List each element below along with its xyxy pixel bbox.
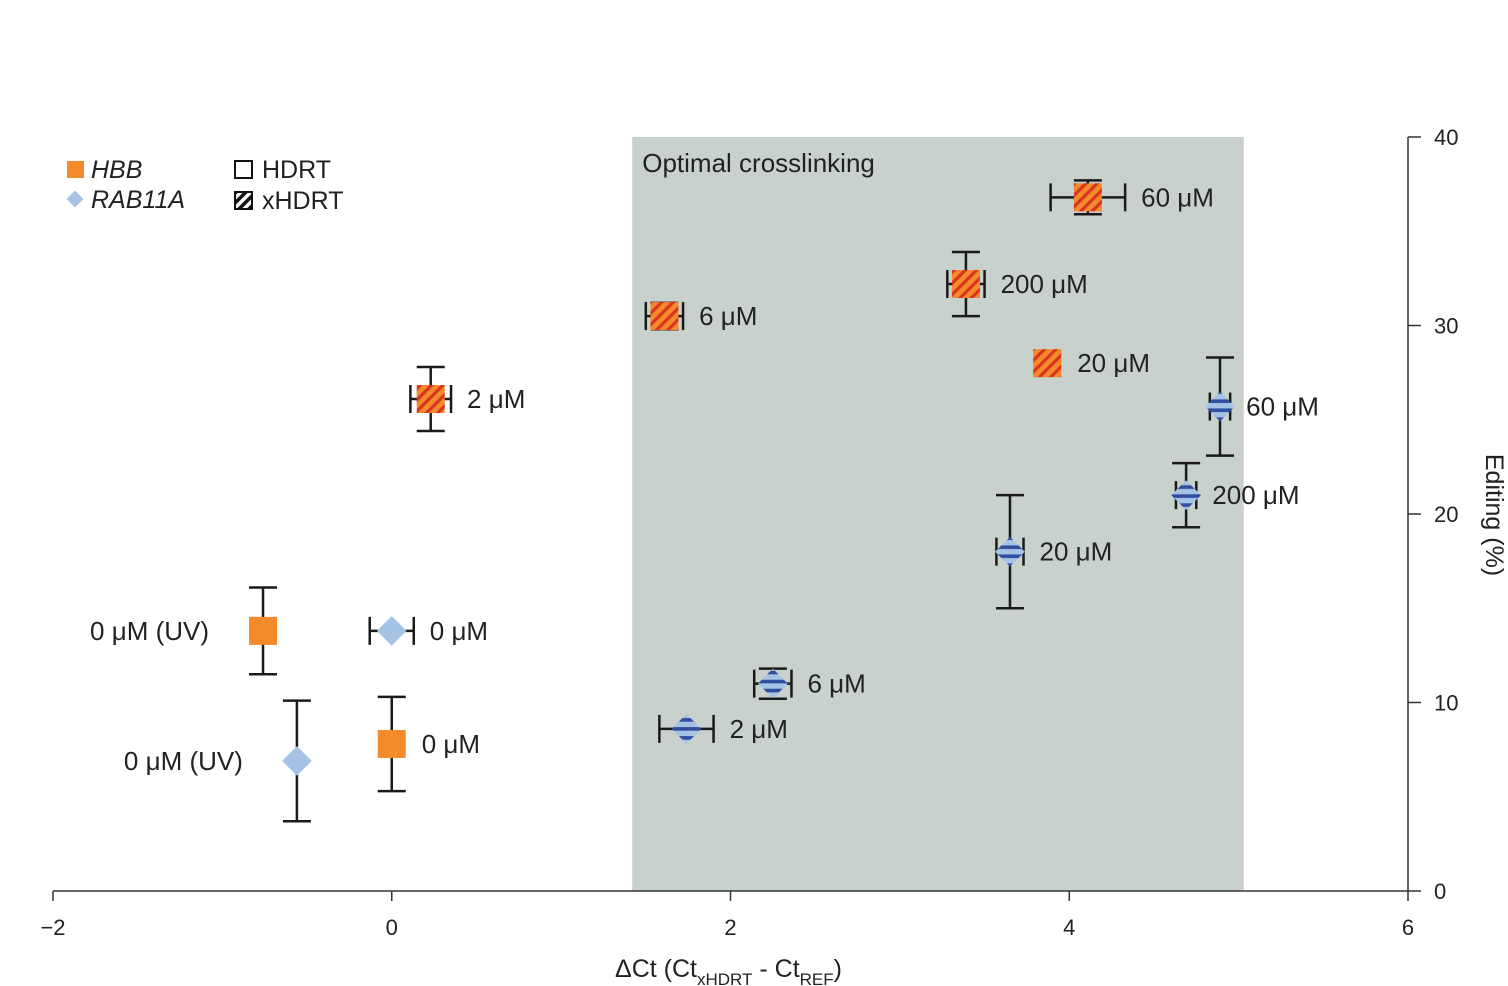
hbb-square-marker xyxy=(1033,349,1062,378)
y-axis-ticks: 0 10 20 30 40 xyxy=(1408,125,1458,904)
hbb-point-label: 6 μM xyxy=(699,301,757,331)
x-axis-ticks: −2 0 2 4 6 xyxy=(40,891,1414,940)
y-axis-title: Editing (%) xyxy=(1480,454,1508,576)
y-tick-label: 20 xyxy=(1434,502,1458,527)
hbb-point: 0 μM xyxy=(377,695,480,793)
x-tick-label: 2 xyxy=(724,915,736,940)
x-axis-title-sub1: xHDRT xyxy=(697,970,752,986)
hbb-square-marker xyxy=(650,302,679,331)
rab11a-diamond-marker xyxy=(1205,391,1235,422)
hbb-point: 0 μM (UV) xyxy=(90,586,278,676)
legend-xhdrt-label: xHDRT xyxy=(262,187,343,215)
hbb-point: 2 μM xyxy=(409,365,525,433)
hbb-square-marker xyxy=(1073,183,1102,212)
hbb-square-marker xyxy=(249,616,278,645)
rab11a-diamond-marker xyxy=(995,536,1025,567)
rab11a-diamond-marker xyxy=(671,714,702,744)
legend-hbb-marker xyxy=(67,161,84,178)
x-axis-title: ΔCt (CtxHDRT - CtREF) xyxy=(615,955,842,986)
x-axis-title-mid: - Ct xyxy=(752,955,799,983)
legend-hbb-label: HBB xyxy=(91,156,142,184)
hbb-point: 6 μM xyxy=(644,301,757,331)
optimal-crosslinking-region xyxy=(632,137,1244,891)
hbb-point: 60 μM xyxy=(1049,179,1214,216)
rab11a-point: 0 μM (UV) xyxy=(124,699,312,823)
hbb-square-marker xyxy=(951,270,980,299)
legend: HBB RAB11A HDRT xHDRT xyxy=(66,156,343,215)
x-axis-title-base: ΔCt (Ct xyxy=(615,955,697,983)
rab11a-point: 60 μM xyxy=(1205,356,1319,457)
hbb-point-label: 0 μM xyxy=(422,729,480,759)
rab11a-diamond-marker xyxy=(376,616,407,646)
x-axis-title-sub2: REF xyxy=(800,970,834,986)
y-tick-label: 0 xyxy=(1434,879,1446,904)
hbb-point: 200 μM xyxy=(946,250,1088,318)
hbb-point-label: 2 μM xyxy=(467,384,525,414)
rab11a-point-label: 200 μM xyxy=(1212,480,1299,510)
rab11a-point-label: 0 μM (UV) xyxy=(124,746,243,776)
rab11a-diamond-marker xyxy=(1171,480,1201,510)
rab11a-point-label: 20 μM xyxy=(1040,537,1113,567)
legend-hdrt-label: HDRT xyxy=(262,156,331,184)
legend-rab11a-label: RAB11A xyxy=(91,186,185,214)
hbb-point: 20 μM xyxy=(1033,348,1150,378)
rab11a-point: 0 μM xyxy=(368,616,488,646)
rab11a-point-label: 60 μM xyxy=(1246,392,1319,422)
rab11a-point-label: 2 μM xyxy=(730,714,788,744)
data-points: 0 μM (UV) 0 μM 2 μM 6 μM 20 μM 60 μM 200 μM 0 μ… xyxy=(90,179,1319,823)
hbb-square-marker xyxy=(416,385,445,414)
legend-hdrt-marker xyxy=(234,160,253,179)
rab11a-point-label: 6 μM xyxy=(807,669,865,699)
y-tick-label: 30 xyxy=(1434,314,1458,339)
x-axis-title-end: ) xyxy=(834,955,842,983)
legend-rab11a-marker xyxy=(66,190,84,208)
x-tick-label: 6 xyxy=(1402,915,1414,940)
hbb-point-label: 0 μM (UV) xyxy=(90,616,209,646)
legend-xhdrt-marker xyxy=(234,191,253,210)
rab11a-diamond-marker xyxy=(757,668,788,699)
hbb-point-label: 200 μM xyxy=(1001,269,1088,299)
rab11a-point: 200 μM xyxy=(1171,461,1300,529)
axes: −2 0 2 4 6 0 10 20 30 40 xyxy=(40,125,1458,940)
y-tick-label: 10 xyxy=(1434,691,1458,716)
hbb-square-marker xyxy=(377,729,406,758)
x-tick-label: −2 xyxy=(40,915,65,940)
optimal-crosslinking-label: Optimal crosslinking xyxy=(642,148,875,178)
rab11a-point: 20 μM xyxy=(995,493,1113,610)
rab11a-diamond-marker xyxy=(282,746,312,776)
hbb-point-label: 20 μM xyxy=(1077,348,1150,378)
x-tick-label: 0 xyxy=(386,915,398,940)
rab11a-point: 2 μM xyxy=(658,714,788,744)
x-tick-label: 4 xyxy=(1063,915,1075,940)
rab11a-point-label: 0 μM xyxy=(430,616,488,646)
y-tick-label: 40 xyxy=(1434,125,1458,150)
hbb-point-label: 60 μM xyxy=(1141,182,1214,212)
rab11a-point: 6 μM xyxy=(752,667,866,700)
